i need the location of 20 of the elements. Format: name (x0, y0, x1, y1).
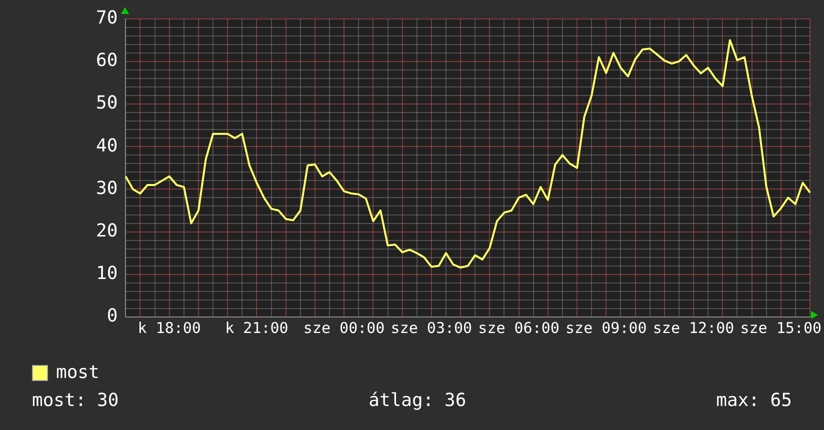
y-tick-label: 50 (96, 92, 118, 114)
text: most: 30 (32, 390, 119, 411)
x-tick-label: sze 15:00 (740, 318, 822, 337)
y-tick-label: 10 (96, 263, 118, 284)
x-tick-label: sze 12:00 (652, 318, 734, 337)
y-tick-label: 20 (96, 220, 118, 242)
y-tick-label: 40 (96, 135, 118, 156)
x-tick-label: k 18:00 (138, 318, 201, 337)
y-tick-label: 70 (96, 7, 118, 28)
y-tick-label: 60 (96, 50, 118, 72)
y-tick-label: 0 (106, 306, 118, 327)
y-tick-label: 30 (96, 178, 118, 199)
x-tick-label: sze 06:00 (478, 318, 560, 337)
text: max: 65 (716, 390, 792, 411)
legend-label: most (56, 362, 100, 383)
text: átlag: 36 (368, 390, 466, 411)
x-tick-label: sze 00:00 (303, 318, 385, 337)
x-tick-label: k 21:00 (225, 318, 288, 337)
x-tick-label: sze 09:00 (566, 318, 647, 337)
x-tick-label: sze 03:00 (390, 318, 472, 337)
